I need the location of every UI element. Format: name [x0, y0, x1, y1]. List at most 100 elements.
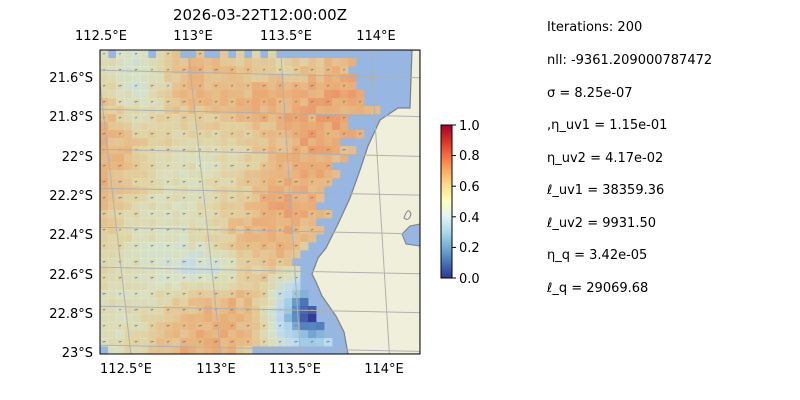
field-cell [228, 98, 237, 107]
field-cell [156, 98, 165, 107]
field-cell [188, 194, 197, 203]
field-cell [308, 98, 317, 107]
field-cell [196, 290, 205, 299]
field-cell [292, 130, 301, 139]
field-cell [244, 346, 253, 354]
current-vector [295, 148, 297, 151]
field-cell [108, 194, 117, 203]
field-cell [156, 298, 165, 307]
field-cell [260, 298, 269, 307]
field-cell [236, 114, 245, 123]
field-cell [252, 106, 261, 115]
current-vector [326, 212, 330, 215]
current-vector [342, 84, 346, 87]
field-cell [212, 66, 221, 75]
field-cell [268, 290, 277, 299]
field-cell [292, 74, 301, 83]
field-cell [204, 58, 213, 67]
field-cell [148, 234, 157, 243]
field-cell [100, 282, 109, 291]
field-cell [148, 322, 157, 331]
param-sigma: σ = 8.25e-07 [547, 86, 633, 101]
current-vector [198, 260, 202, 263]
field-cell [244, 82, 253, 91]
current-vector [214, 292, 218, 295]
field-cell [116, 58, 125, 67]
field-cell [132, 242, 141, 251]
field-cell [172, 322, 181, 331]
param-iterations: Iterations: 200 [547, 20, 643, 35]
field-cell [292, 218, 301, 227]
field-cell [196, 114, 205, 123]
field-cell [236, 178, 245, 187]
field-cell [180, 106, 189, 115]
field-cell [148, 314, 157, 323]
field-cell [300, 178, 309, 187]
field-cell [236, 250, 245, 259]
field-cell [260, 242, 269, 251]
field-cell [204, 258, 213, 267]
field-cell [252, 314, 261, 323]
current-vector [182, 276, 186, 279]
field-cell [108, 122, 117, 131]
parallel-gridline [100, 344, 420, 352]
current-vector [310, 212, 314, 215]
field-cell [316, 226, 325, 235]
current-vector [134, 100, 138, 103]
current-vector [311, 324, 313, 327]
colorbar-gradient [440, 124, 453, 279]
field-cell [316, 74, 325, 83]
current-vector [262, 148, 266, 151]
current-vector [246, 180, 250, 183]
field-cell [180, 306, 189, 315]
field-cell [236, 162, 245, 171]
field-cell [204, 98, 213, 107]
field-cell [164, 242, 173, 251]
current-vector [166, 116, 170, 119]
current-vector [166, 292, 170, 295]
field-cell [164, 346, 173, 354]
current-vector [166, 180, 170, 183]
current-vector [182, 180, 186, 183]
field-cell [156, 90, 165, 99]
field-cell [100, 234, 109, 243]
field-cell [180, 146, 189, 155]
current-vector [182, 244, 186, 247]
field-cell [268, 122, 277, 131]
param-eta-q: η_q = 3.42e-05 [547, 248, 648, 263]
field-cell [196, 90, 205, 99]
field-cell [308, 186, 317, 195]
field-cell [180, 314, 189, 323]
field-cell [180, 122, 189, 131]
field-cell [324, 178, 333, 187]
field-cell [308, 114, 317, 123]
field-cell [164, 58, 173, 67]
field-cell [220, 74, 229, 83]
field-cell [236, 146, 245, 155]
field-cell [132, 130, 141, 139]
field-cell [172, 114, 181, 123]
field-cell [116, 346, 125, 354]
field-cell [356, 90, 365, 99]
field-cell [100, 218, 109, 227]
field-cell [300, 170, 309, 179]
field-cell [172, 170, 181, 179]
field-cell [140, 74, 149, 83]
field-cell [148, 242, 157, 251]
field-cell [196, 330, 205, 339]
field-cell [252, 58, 261, 67]
field-cell [260, 258, 269, 267]
colorbar-tick-label: 0.0 [459, 272, 480, 287]
field-cell [140, 66, 149, 75]
field-cell [268, 210, 277, 219]
field-cell [172, 154, 181, 163]
field-cell [308, 226, 317, 235]
field-cell [276, 186, 285, 195]
current-vector [278, 244, 282, 247]
field-cell [140, 122, 149, 131]
field-cell [100, 82, 109, 91]
field-cell [228, 122, 237, 131]
field-cell [156, 58, 165, 67]
field-cell [204, 202, 213, 211]
field-cell [308, 58, 317, 67]
